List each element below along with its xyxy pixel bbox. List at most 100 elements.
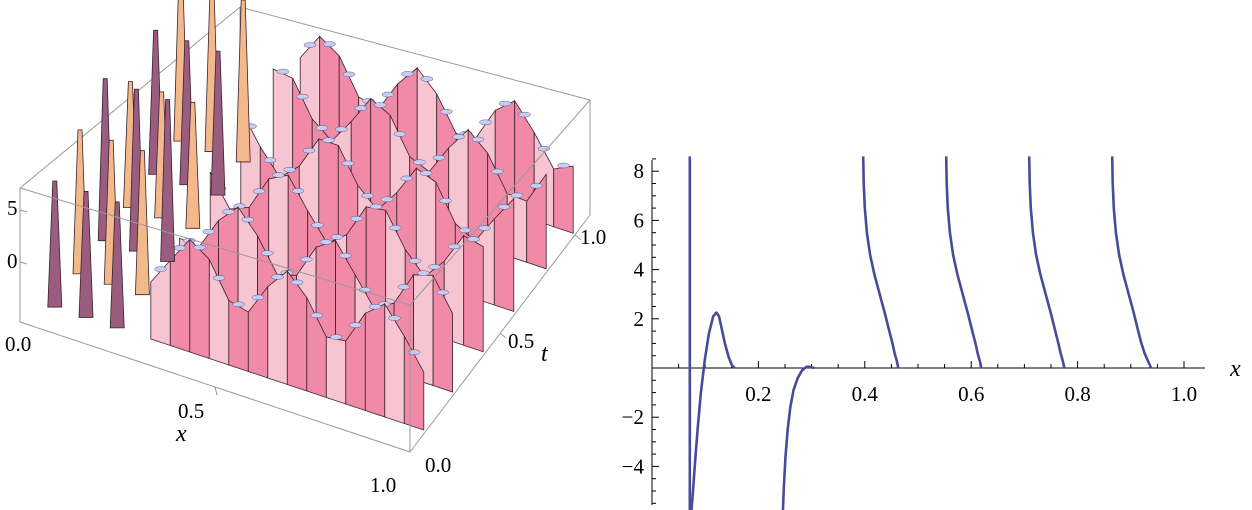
line-plot-series	[688, 156, 1153, 510]
surface-z-tick-0: 0	[7, 249, 18, 273]
surface-cap	[478, 225, 491, 231]
surface-spike	[78, 191, 94, 318]
surface-cap	[323, 41, 336, 47]
surface-cap	[380, 196, 394, 203]
surface-t-axis-label: t	[541, 341, 549, 367]
surface-axis-ticks	[19, 209, 582, 396]
surface-cap	[263, 157, 277, 163]
surface-cap	[408, 258, 422, 264]
surface-cap	[452, 134, 465, 140]
surface-cap	[272, 172, 285, 178]
surface-cap	[436, 289, 450, 296]
surface-panel	[325, 336, 347, 405]
surface-cap	[276, 68, 290, 75]
surface-cap	[154, 266, 167, 272]
surface-cap	[291, 188, 305, 194]
surface-cap	[397, 284, 411, 290]
surface-cap	[212, 275, 226, 281]
surface-spike	[47, 180, 63, 308]
surface-cap	[330, 234, 344, 240]
surface-cap	[498, 100, 512, 107]
surface-cap	[303, 42, 317, 48]
surface-spike	[109, 201, 125, 329]
surface-cap	[479, 119, 492, 126]
surface-cap	[447, 243, 461, 250]
surface-cap	[389, 225, 402, 231]
surface-x-tick-1: 1.0	[370, 473, 396, 497]
surface-t-tick-05: 0.5	[508, 329, 534, 353]
surface-cap	[401, 71, 414, 77]
surface-cap	[290, 279, 304, 286]
surface-panel	[267, 270, 288, 386]
surface-cap	[491, 168, 504, 175]
surface-cap	[233, 203, 246, 209]
surface-cap	[361, 192, 374, 199]
surface-spike	[160, 99, 176, 262]
surface-cap	[510, 192, 524, 199]
surface-cap	[497, 204, 511, 210]
surface-cap	[374, 102, 387, 108]
surface-panel	[432, 275, 454, 393]
surface-cap	[518, 111, 531, 118]
surface-cap	[393, 131, 407, 137]
series-curve-6	[1027, 156, 1066, 369]
surface-cap	[413, 159, 426, 165]
surface-spikes	[47, 0, 251, 329]
surface-cap	[310, 312, 323, 319]
line-plot-ticks: 0.2 0.4 0.6 0.8 1.0 8 6 4 2 −2 −4	[622, 158, 1197, 504]
surface-cap	[319, 239, 333, 245]
surface-cap	[368, 303, 382, 310]
surface-ridges	[47, 0, 574, 431]
surface-cap	[381, 91, 395, 98]
surface-x-tick-05: 0.5	[178, 399, 204, 423]
surface-cap	[407, 349, 421, 356]
surface-cap	[339, 252, 352, 259]
surface-cap	[329, 334, 343, 340]
bounding-box-front	[19, 99, 591, 453]
surface-t-tick-1: 1.0	[580, 225, 606, 249]
surface-spike	[134, 150, 150, 296]
surface-cap	[251, 294, 265, 301]
series-curve-4	[861, 156, 900, 369]
surface-cap	[335, 126, 348, 133]
line-x-axis-label: x	[1229, 356, 1241, 382]
surface-cap	[354, 105, 368, 111]
surface-spike	[185, 101, 201, 229]
surface-cap	[557, 162, 570, 169]
y-tick-label: 8	[634, 159, 645, 183]
surface-x-axis-label: x	[175, 421, 187, 447]
y-tick-label: 4	[634, 258, 645, 282]
surface-cap	[222, 209, 235, 215]
surface-panel	[189, 238, 210, 360]
surface-cap	[193, 244, 206, 251]
surface-cap	[440, 108, 453, 115]
surface-cap	[271, 274, 284, 280]
surface-ridge-6	[150, 238, 425, 431]
x-tick-label: 0.6	[958, 382, 984, 406]
surface-panel	[403, 336, 425, 431]
series-curve-2	[690, 311, 736, 510]
surface-cap	[349, 322, 362, 328]
series-curve-3	[781, 365, 815, 510]
surface-cap	[315, 125, 329, 131]
surface-cap	[322, 137, 335, 143]
surface-panel	[364, 303, 386, 418]
surface-spike	[210, 50, 226, 196]
surface-cap	[261, 250, 274, 256]
surface-cap	[202, 228, 216, 235]
surface-cap	[283, 167, 296, 173]
surface-cap	[428, 264, 441, 270]
surface-plot-3d: 5 0 0.0 0.5 1.0 0.0 0.5 1.0 x t	[5, 0, 606, 497]
surface-x-tick-0: 0.0	[5, 332, 31, 356]
surface-cap	[458, 227, 472, 234]
surface-t-tick-0: 0.0	[425, 453, 451, 477]
surface-cap	[342, 71, 356, 78]
series-curve-7	[1110, 156, 1153, 369]
surface-panel	[526, 173, 547, 270]
surface-cap	[173, 245, 187, 251]
x-tick-label: 1.0	[1171, 382, 1197, 406]
surface-cap	[530, 182, 543, 189]
surface-panel	[553, 165, 574, 234]
surface-cap	[341, 160, 355, 167]
surface-panel	[228, 299, 249, 373]
